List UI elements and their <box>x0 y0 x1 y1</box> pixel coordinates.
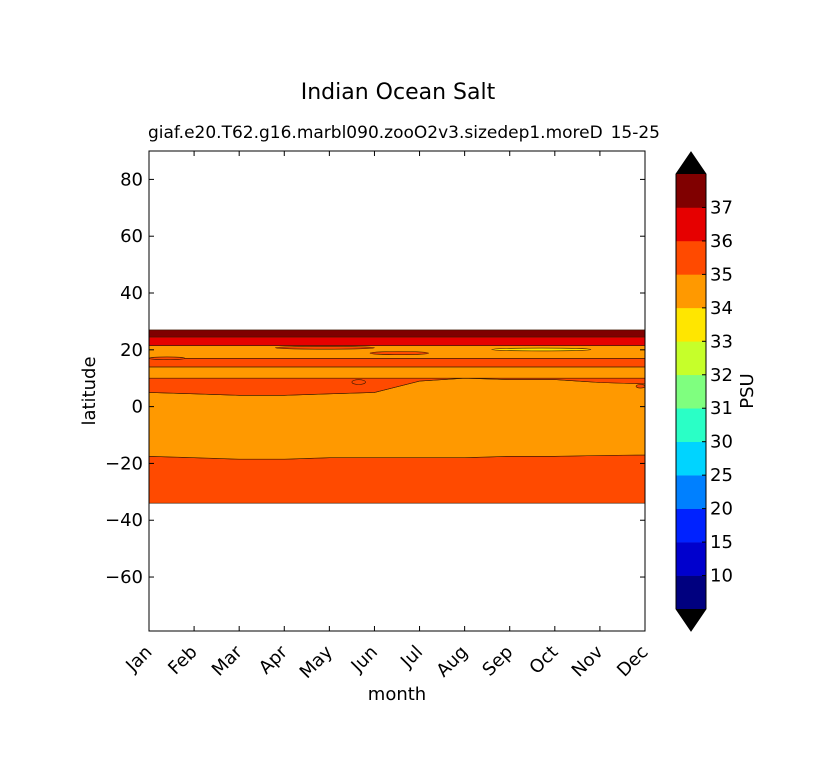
colorbar-extend-low <box>676 609 706 631</box>
patch-35-may <box>351 379 366 385</box>
x-tick-label: Feb <box>164 642 201 679</box>
colorbar-tick-label: 35 <box>710 264 733 285</box>
colorbar-swatch <box>676 374 706 409</box>
band-gulf-37 <box>148 329 646 338</box>
colorbar-swatch <box>676 575 706 610</box>
colorbar-tick-label: 36 <box>710 231 733 252</box>
x-axis-label: month <box>368 684 426 705</box>
band-gulf-36 <box>148 336 646 346</box>
colorbar-swatch <box>676 207 706 242</box>
colorbar-swatch <box>676 341 706 376</box>
colorbar-swatch <box>676 240 706 275</box>
x-tick-label: Nov <box>568 641 608 681</box>
colorbar-tick-label: 25 <box>710 465 733 486</box>
y-axis-label: latitude <box>79 356 100 425</box>
band-south-35 <box>148 454 646 504</box>
colorbar-tick-label: 34 <box>710 298 733 319</box>
y-tick-label: −60 <box>105 567 143 588</box>
colorbar-swatch <box>676 174 706 208</box>
colorbar-swatch <box>676 508 706 543</box>
colorbar-extend-high <box>676 152 706 174</box>
x-tick-label: Aug <box>432 642 472 682</box>
x-tick-label: Mar <box>208 641 247 680</box>
y-tick-label: −40 <box>105 510 143 531</box>
chart-title: Indian Ocean Salt <box>301 80 496 105</box>
colorbar-label: PSU <box>737 373 758 408</box>
colorbar-tick-label: 33 <box>710 331 733 352</box>
colorbar-swatch <box>676 475 706 509</box>
patch-low-33 <box>491 347 592 352</box>
y-tick-label: 20 <box>120 340 143 361</box>
colorbar-tick-label: 30 <box>710 432 733 453</box>
patch-35-dec <box>635 384 646 389</box>
chart-subtitle-right: 15-25 <box>611 123 660 143</box>
y-tick-label: 80 <box>120 169 143 190</box>
x-tick-label: Oct <box>525 642 562 679</box>
y-tick-label: 40 <box>120 283 143 304</box>
colorbar-tick-label: 15 <box>710 532 733 553</box>
plot-area: Jan Feb Mar Apr May Jun Jul Aug Sep Oct Nov Dec 80 6… <box>105 150 653 683</box>
contour-bands <box>148 329 646 504</box>
colorbar-swatch <box>676 441 706 476</box>
x-tick-label: Dec <box>613 642 652 681</box>
colorbar-swatch <box>676 274 706 309</box>
x-tick-label: Apr <box>255 641 292 678</box>
patch-35-apr-may <box>274 346 375 350</box>
colorbar-tick-label: 37 <box>710 197 733 218</box>
patch-35-jun-jul <box>369 351 429 356</box>
x-tick-label: Jan <box>121 642 156 677</box>
x-tick-label: Sep <box>478 642 517 681</box>
plot-frame <box>148 150 646 632</box>
colorbar-swatch <box>676 408 706 442</box>
x-tick-label: Jun <box>347 642 382 677</box>
colorbar-swatch <box>676 542 706 576</box>
colorbar-tick-label: 20 <box>710 499 733 520</box>
colorbar-swatch <box>676 307 706 342</box>
colorbar-tick-label: 31 <box>710 398 733 419</box>
y-tick-label: 60 <box>120 226 143 247</box>
colorbar-outline <box>675 151 707 632</box>
y-tick-label: 0 <box>132 397 143 418</box>
chart-subtitle-left: giaf.e20.T62.g16.marbl090.zooO2v3.sizede… <box>148 123 603 143</box>
band-north-34 <box>148 366 646 379</box>
y-tick-label: −20 <box>105 453 143 474</box>
x-tick-label: May <box>296 641 337 682</box>
band-north-35 <box>148 358 646 368</box>
contour-patches <box>148 346 646 389</box>
y-axis: 80 60 40 20 0 −20 −40 −60 <box>105 169 645 588</box>
x-tick-label: Jul <box>396 642 427 673</box>
patch-35-jan <box>148 356 186 360</box>
colorbar-tick-label: 10 <box>710 566 733 587</box>
colorbar: 10 15 20 25 30 31 32 33 34 35 36 37 <box>675 151 733 632</box>
colorbar-tick-label: 32 <box>710 365 733 386</box>
